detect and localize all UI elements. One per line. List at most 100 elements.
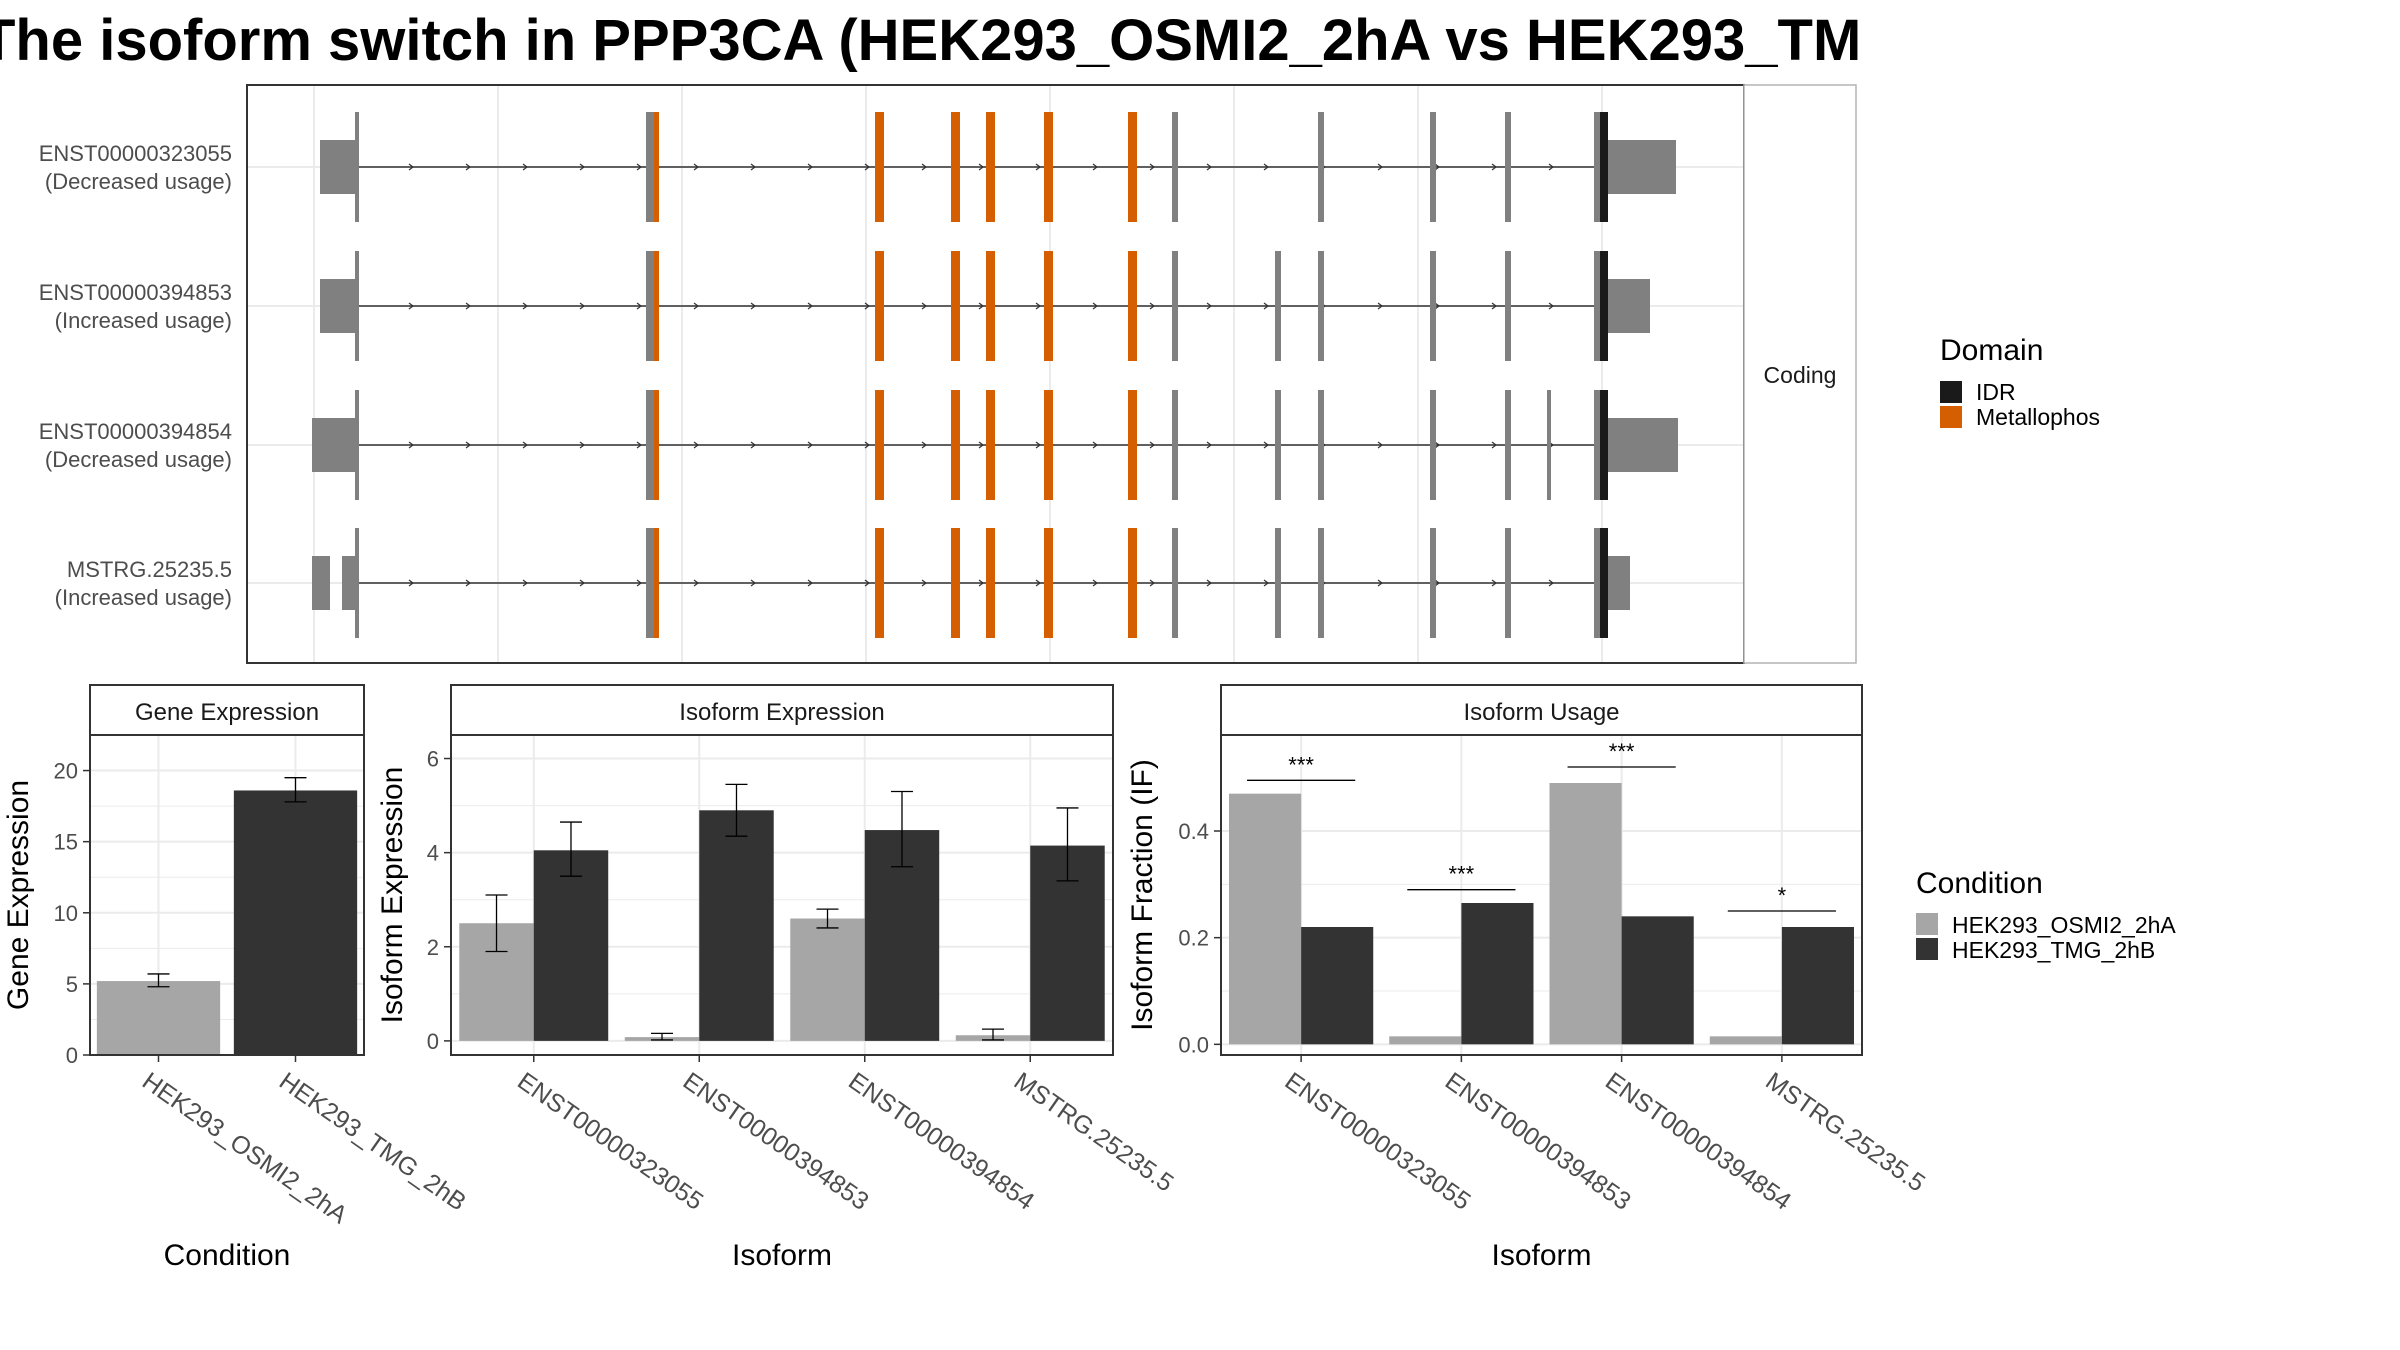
significance-label: *** <box>1288 752 1314 777</box>
coding-exon <box>1505 390 1511 500</box>
utr-exon <box>1608 279 1650 333</box>
intron-arrow <box>1548 302 1554 310</box>
transcript-track-2 <box>320 251 1650 361</box>
intron-arrow <box>1092 579 1098 587</box>
coding-exon <box>1547 390 1551 500</box>
y-tick-label: 0 <box>427 1029 439 1054</box>
intron-arrow <box>1377 163 1383 171</box>
idr-domain-exon <box>1600 112 1608 222</box>
condition-legend-swatch <box>1916 913 1938 935</box>
bar <box>1781 927 1854 1045</box>
condition-legend-label: HEK293_OSMI2_2hA <box>1952 912 2176 938</box>
utr-exon <box>312 556 330 610</box>
intron-arrow <box>921 302 927 310</box>
metallophos-domain-exon <box>875 251 884 361</box>
intron-arrow <box>465 302 471 310</box>
transcript-usage-label: (Decreased usage) <box>45 447 232 472</box>
coding-exon <box>1275 390 1281 500</box>
panel-title: Gene Expression <box>135 699 319 726</box>
coding-exon <box>1172 112 1178 222</box>
intron-arrow <box>693 302 699 310</box>
intron-arrow <box>1149 579 1155 587</box>
intron-arrow <box>807 163 813 171</box>
bar <box>1461 903 1534 1045</box>
intron-arrow <box>1548 163 1554 171</box>
metallophos-domain-exon <box>875 528 884 638</box>
transcript-label: MSTRG.25235.5 <box>67 557 232 582</box>
y-tick-label: 0.0 <box>1178 1032 1209 1057</box>
idr-domain-exon <box>1600 251 1608 361</box>
significance-label: * <box>1778 883 1787 908</box>
intron-arrow <box>1548 579 1554 587</box>
metallophos-domain-exon <box>986 112 995 222</box>
intron-arrow <box>978 163 984 171</box>
domain-legend-title: Domain <box>1940 334 2043 367</box>
intron-arrow <box>579 441 585 449</box>
transcript-usage-label: (Increased usage) <box>55 308 232 333</box>
significance-label: *** <box>1449 862 1475 887</box>
intron-arrow <box>1491 441 1497 449</box>
idr-domain-exon <box>1600 528 1608 638</box>
metallophos-domain-exon <box>986 251 995 361</box>
intron-arrow <box>465 441 471 449</box>
intron-arrow <box>1035 302 1041 310</box>
panel-strip <box>450 684 1114 736</box>
intron-arrow <box>978 302 984 310</box>
coding-exon <box>1430 390 1436 500</box>
intron-arrow <box>750 302 756 310</box>
bar <box>1549 783 1622 1045</box>
bar-chart-panel-1 <box>83 684 365 1062</box>
facet-strip <box>1743 84 1857 664</box>
bar <box>96 981 221 1055</box>
intron-arrow <box>1149 163 1155 171</box>
intron-arrow <box>1206 579 1212 587</box>
y-tick-label: 2 <box>427 935 439 960</box>
x-axis-title: Isoform <box>732 1239 832 1272</box>
intron-arrow <box>636 579 642 587</box>
structure-panel-border <box>246 84 1745 664</box>
domain-legend-swatch <box>1940 381 1962 403</box>
metallophos-domain-exon <box>654 112 659 222</box>
y-axis-title: Gene Expression <box>2 780 35 1010</box>
intron-arrow <box>864 579 870 587</box>
intron-arrow <box>1263 163 1269 171</box>
significance-label: *** <box>1609 739 1635 764</box>
coding-exon <box>355 251 359 361</box>
intron-arrow <box>921 579 927 587</box>
domain-legend-label: Metallophos <box>1976 404 2100 430</box>
intron-arrow <box>978 441 984 449</box>
coding-exon <box>1318 251 1324 361</box>
intron-arrow <box>750 441 756 449</box>
x-tick-label: MSTRG.25235.5 <box>1009 1067 1179 1198</box>
metallophos-domain-exon <box>951 390 960 500</box>
intron-arrow <box>636 441 642 449</box>
intron-arrow <box>693 441 699 449</box>
intron-arrow <box>1149 441 1155 449</box>
utr-exon <box>1608 556 1630 610</box>
metallophos-domain-exon <box>1128 251 1137 361</box>
intron-arrow <box>408 163 414 171</box>
coding-exon <box>1594 112 1600 222</box>
intron-arrow <box>1092 302 1098 310</box>
metallophos-domain-exon <box>1044 390 1053 500</box>
intron-arrow <box>807 441 813 449</box>
intron-arrow <box>522 441 528 449</box>
coding-exon <box>646 390 654 500</box>
metallophos-domain-exon <box>654 251 659 361</box>
y-tick-label: 20 <box>54 759 78 784</box>
metallophos-domain-exon <box>654 390 659 500</box>
coding-exon <box>1275 528 1281 638</box>
y-tick-label: 15 <box>54 830 78 855</box>
coding-exon <box>1430 251 1436 361</box>
bar <box>699 810 774 1041</box>
intron-arrow <box>1206 163 1212 171</box>
intron-arrow <box>750 163 756 171</box>
y-axis-title: Isoform Expression <box>376 767 409 1024</box>
x-axis-title: Condition <box>164 1239 291 1272</box>
coding-exon <box>646 528 654 638</box>
condition-legend-title: Condition <box>1916 867 2043 900</box>
intron-arrow <box>1263 441 1269 449</box>
utr-exon <box>320 279 358 333</box>
intron-arrow <box>1092 441 1098 449</box>
figure-title: The isoform switch in PPP3CA (HEK293_OSM… <box>0 8 1862 73</box>
